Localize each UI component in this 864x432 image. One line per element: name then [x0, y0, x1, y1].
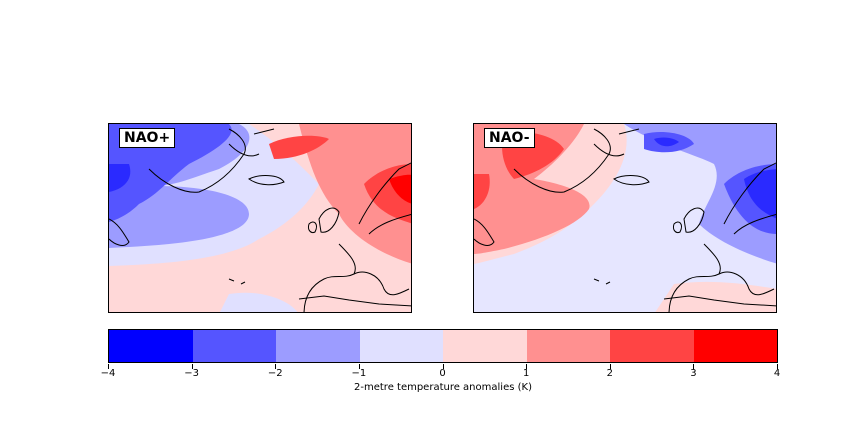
- colorbar-tick: [777, 364, 778, 369]
- colorbar-tick: [609, 364, 611, 369]
- colorbar-segment: [610, 330, 694, 362]
- nao-minus-anomaly-map: [474, 124, 776, 312]
- panel-label-nao-plus: NAO+: [119, 128, 176, 148]
- colorbar: [108, 329, 778, 363]
- colorbar-segment: [192, 330, 276, 362]
- colorbar-tick: [191, 364, 193, 369]
- colorbar-segment: [359, 330, 443, 362]
- colorbar-tick: [442, 364, 444, 369]
- colorbar-segment: [276, 330, 360, 362]
- colorbar-tick-label: −2: [267, 368, 283, 379]
- nao-plus-anomaly-map: [109, 124, 411, 312]
- colorbar-segment: [693, 330, 777, 362]
- map-panel-nao-plus: NAO+: [108, 123, 412, 313]
- colorbar-tick-label: 0: [439, 368, 446, 379]
- colorbar-tick-label: −3: [184, 368, 199, 379]
- colorbar-title: 2-metre temperature anomalies (K): [354, 382, 532, 393]
- colorbar-segment: [443, 330, 527, 362]
- colorbar-tick: [275, 364, 277, 369]
- colorbar-tick-label: 1: [522, 368, 530, 379]
- colorbar-tick: [693, 364, 695, 369]
- colorbar-segment: [526, 330, 610, 362]
- panel-label-nao-minus: NAO-: [484, 128, 535, 148]
- map-panel-nao-minus: NAO-: [473, 123, 777, 313]
- colorbar-tick: [108, 364, 109, 369]
- colorbar-tick-label: 3: [690, 368, 697, 379]
- colorbar-tick-label: −1: [351, 368, 367, 379]
- colorbar-segment: [109, 330, 193, 362]
- colorbar-tick-label: 4: [773, 368, 781, 379]
- colorbar-tick-label: 2: [606, 368, 613, 379]
- colorbar-tick-label: −4: [100, 368, 116, 379]
- colorbar-tick: [358, 364, 360, 369]
- colorbar-tick: [526, 364, 528, 369]
